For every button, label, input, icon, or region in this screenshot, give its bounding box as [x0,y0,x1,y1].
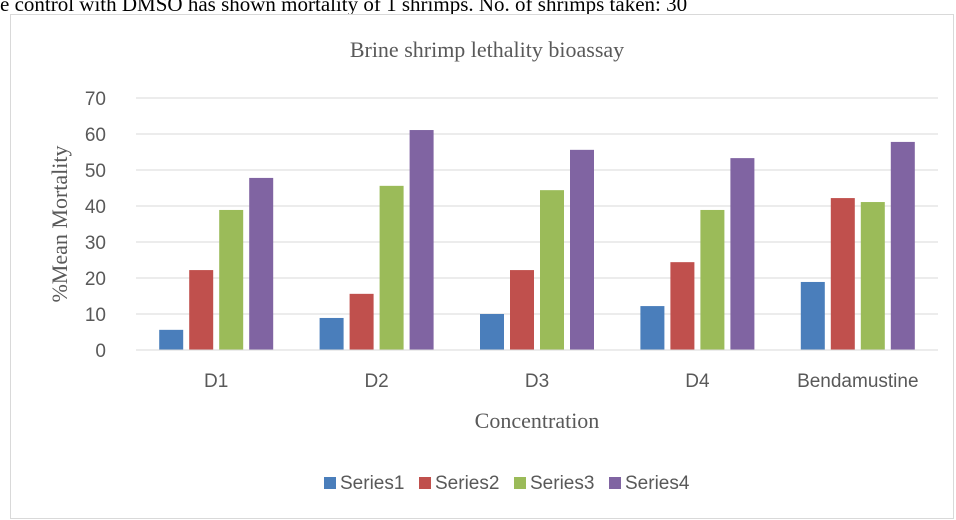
bar-series2-d2 [349,293,374,350]
legend-swatch-series3 [514,477,526,489]
bar-series1-d2 [319,317,344,350]
bar-series1-d3 [480,314,504,350]
x-axis-ticks: D1 D2 D3 D4 Bendamustine [204,371,918,392]
legend-label: Series2 [435,473,499,494]
legend-swatch-series4 [609,477,621,489]
bar-series1-bendamustine [800,281,825,350]
y-tick-label: 0 [95,341,106,362]
bar-series4-bendamustine [890,141,915,350]
y-tick-label: 40 [85,197,106,218]
y-tick-label: 60 [85,125,106,146]
bars [159,130,915,350]
y-axis-ticks: 0 10 20 30 40 50 60 70 [85,89,106,362]
bar-series4-d1 [249,177,274,350]
x-tick-label: D4 [685,371,710,392]
legend-label: Series4 [625,473,690,494]
x-tick-label: D2 [364,371,388,392]
y-tick-label: 30 [85,233,106,254]
chart-title: Brine shrimp lethality bioassay [350,37,624,62]
legend-label: Series3 [530,473,594,494]
bar-series2-bendamustine [830,198,855,350]
x-tick-label: D3 [525,371,549,392]
bar-series1-d1 [159,329,184,350]
bar-series3-d4 [700,209,725,350]
bar-series3-d3 [540,190,564,350]
y-tick-label: 50 [85,161,106,182]
x-tick-label: D1 [204,371,228,392]
figure-caption-text: e control with DMSO has shown mortality … [0,0,688,15]
bar-series4-d3 [570,149,594,350]
y-tick-label: 20 [85,269,106,290]
x-tick-label: Bendamustine [797,371,918,392]
bar-series3-d2 [379,185,404,350]
bar-series4-d4 [730,158,755,350]
legend: Series1 Series2 Series3 Series4 [324,473,690,494]
bar-series1-d4 [640,306,665,350]
bar-series3-d1 [219,209,244,350]
legend-swatch-series2 [419,477,431,489]
bar-series2-d4 [670,262,695,350]
bar-series4-d2 [409,130,434,350]
x-axis-label: Concentration [475,408,600,433]
y-tick-label: 10 [85,305,106,326]
legend-swatch-series1 [324,477,336,489]
y-axis-label: %Mean Mortality [47,145,72,302]
bar-series3-bendamustine [860,202,885,350]
bar-series2-d1 [189,270,214,350]
bar-series2-d3 [510,270,534,350]
y-tick-label: 70 [85,89,106,110]
legend-label: Series1 [340,473,404,494]
